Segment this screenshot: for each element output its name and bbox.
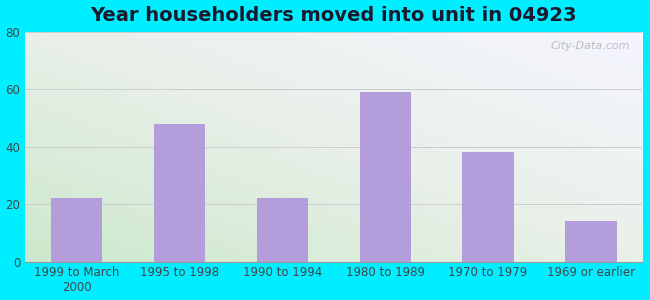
Bar <box>154 124 205 262</box>
Bar <box>566 221 617 262</box>
Bar <box>462 152 514 262</box>
Text: City-Data.com: City-Data.com <box>551 41 630 51</box>
Title: Year householders moved into unit in 04923: Year householders moved into unit in 049… <box>90 6 577 25</box>
Bar <box>51 198 103 262</box>
Bar <box>359 92 411 262</box>
Bar <box>257 198 308 262</box>
